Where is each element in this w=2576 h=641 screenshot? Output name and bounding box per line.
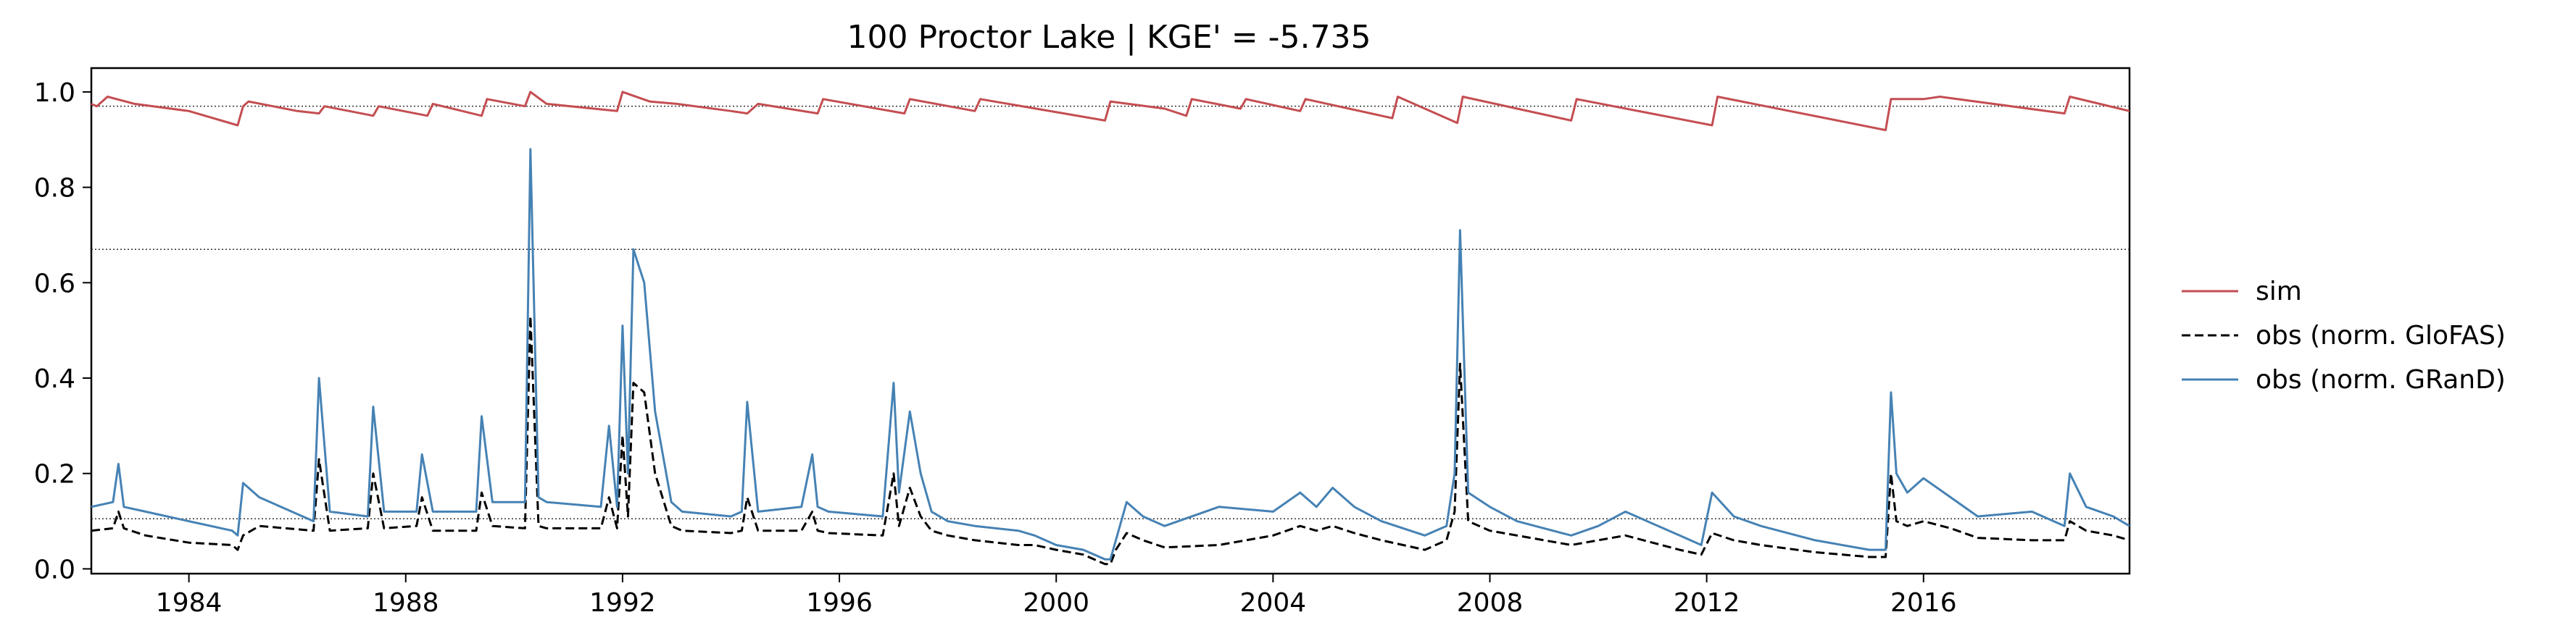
legend-label-obs-grand: obs (norm. GRanD) — [2256, 365, 2506, 395]
plot-frame — [90, 67, 2131, 575]
y-tick-label: 0.4 — [34, 364, 75, 394]
series-line-1 — [91, 314, 2130, 566]
x-tick-label: 1992 — [589, 588, 656, 618]
legend-item-sim: sim — [2182, 277, 2302, 306]
series-group — [91, 91, 2130, 566]
legend-item-obs-glofas: obs (norm. GloFAS) — [2182, 321, 2506, 351]
x-axis: 1984 1988 1992 1996 2000 2004 2008 2012 2016 — [156, 574, 1957, 618]
y-tick-label: 0.6 — [34, 269, 75, 298]
legend-item-obs-grand: obs (norm. GRanD) — [2182, 365, 2506, 395]
x-tick-label: 2008 — [1457, 588, 1524, 618]
plot-area: 1984 1988 1992 1996 2000 2004 2008 2012 2016 0.0… — [34, 67, 2131, 618]
x-tick-label: 2012 — [1674, 588, 1740, 618]
legend-label-obs-glofas: obs (norm. GloFAS) — [2256, 321, 2506, 351]
x-tick-label: 1988 — [373, 588, 439, 618]
y-tick-label: 0.8 — [34, 174, 75, 204]
x-tick-label: 1984 — [156, 588, 223, 618]
y-tick-label: 1.0 — [34, 78, 75, 108]
series-line-0 — [91, 91, 2130, 132]
x-tick-label: 2004 — [1240, 588, 1307, 618]
reference-lines — [91, 105, 2130, 520]
series-line-2 — [91, 148, 2130, 561]
legend-label-sim: sim — [2256, 277, 2302, 306]
y-tick-label: 0.0 — [34, 555, 75, 585]
y-axis: 0.0 0.2 0.4 0.6 0.8 1.0 — [34, 78, 91, 585]
chart-title: 100 Proctor Lake | KGE' = -5.735 — [847, 19, 1371, 56]
x-tick-label: 2000 — [1023, 588, 1089, 618]
x-tick-label: 1996 — [806, 588, 873, 618]
y-tick-label: 0.2 — [34, 460, 75, 490]
x-tick-label: 2016 — [1890, 588, 1957, 618]
legend: sim obs (norm. GloFAS) obs (norm. GRanD) — [2182, 277, 2506, 395]
